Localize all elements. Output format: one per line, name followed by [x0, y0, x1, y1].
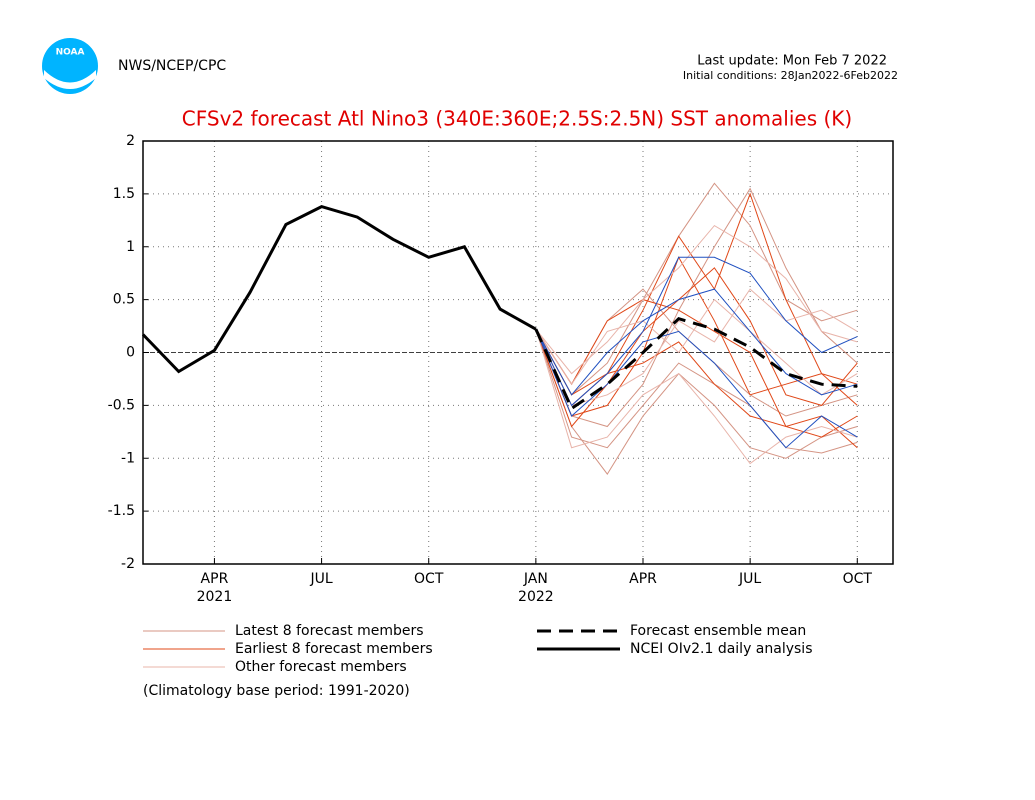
- member-line: [535, 298, 858, 396]
- last-update: Last update: Mon Feb 7 2022: [697, 54, 887, 69]
- chart-title: CFSv2 forecast Atl Nino3 (340E:360E;2.5S…: [182, 107, 852, 131]
- y-tick-label: -1.5: [108, 503, 135, 519]
- member-line: [535, 182, 858, 396]
- initial-conditions: Initial conditions: 28Jan2022-6Feb2022: [683, 69, 898, 82]
- series-line: [141, 204, 537, 374]
- x-tick-label: JAN 2022: [518, 571, 554, 605]
- member-line: [535, 328, 858, 449]
- member-line: [535, 329, 858, 449]
- x-tick-label: OCT: [414, 571, 444, 587]
- logo-text: NOAA: [56, 48, 85, 58]
- y-tick-label: 1: [126, 239, 135, 255]
- x-tick-label: OCT: [843, 571, 873, 587]
- y-tick-label: -0.5: [108, 397, 135, 413]
- y-tick-label: -2: [121, 556, 135, 572]
- org: NWS/NCEP/CPC: [118, 58, 226, 74]
- y-tick-label: 0: [126, 345, 135, 361]
- y-tick-label: 0.5: [113, 292, 135, 308]
- member-line: [535, 299, 858, 438]
- logo-wave: [44, 70, 96, 89]
- member-line: [535, 187, 858, 428]
- member-line: [535, 256, 858, 407]
- member-line: [535, 256, 858, 417]
- member-line: [535, 267, 858, 428]
- legend-label: NCEI OIv2.1 daily analysis: [630, 641, 813, 657]
- member-line: [535, 224, 858, 375]
- x-tick-label: JUL: [738, 571, 761, 587]
- member-line: [535, 329, 858, 475]
- x-tick-label: JUL: [309, 571, 332, 587]
- y-tick-label: 2: [126, 133, 135, 149]
- y-tick-label: 1.5: [113, 186, 135, 202]
- legend-label: Forecast ensemble mean: [630, 623, 806, 639]
- x-tick-label: APR 2021: [197, 571, 233, 605]
- legend-label: Latest 8 forecast members: [235, 623, 424, 639]
- legend-label: Other forecast members: [235, 659, 407, 675]
- note: (Climatology base period: 1991-2020): [143, 683, 410, 699]
- y-tick-label: -1: [121, 450, 135, 466]
- series-line: [534, 317, 858, 411]
- plot-frame: [142, 140, 894, 565]
- member-line: [535, 288, 858, 396]
- legend-label: Earliest 8 forecast members: [235, 641, 433, 657]
- x-tick-label: APR: [629, 571, 657, 587]
